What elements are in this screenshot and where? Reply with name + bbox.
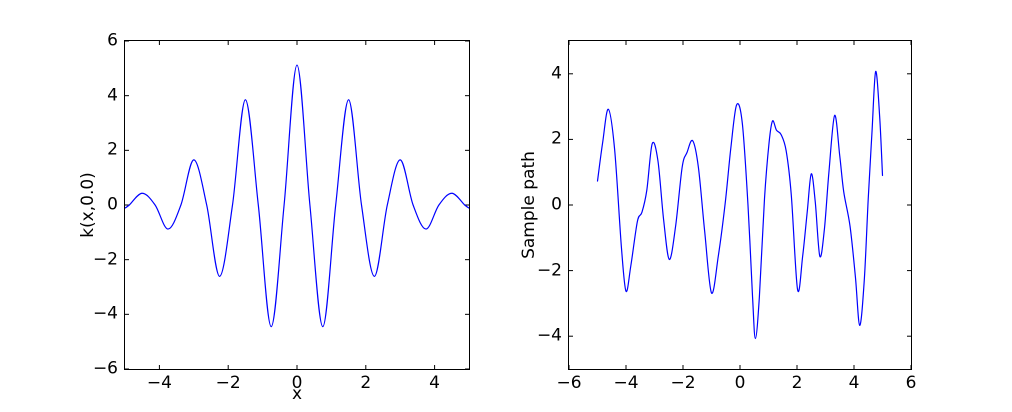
x-tick-label: −4 [146,373,172,393]
y-tick-label: 6 [107,30,118,51]
right-plot-axes: Sample path −6 −4 −2 0 2 4 6 −4 −2 0 2 4 [519,40,916,392]
x-tick-label: 2 [791,373,803,393]
x-tick-label: −4 [613,373,639,393]
left-plot-axes: k(x,0.0) x −4 −2 0 2 4 −6 −4 −2 0 2 4 6 [78,32,470,404]
y-tick-label: −2 [536,260,562,281]
right-plot-canvas [569,41,911,369]
x-tick-label: 4 [429,373,441,393]
y-tick-label: −2 [92,249,118,270]
x-tick-label: −2 [670,373,696,393]
y-tick-label: −4 [92,303,118,324]
y-tick-label: 0 [551,194,562,215]
x-tick-label: 0 [734,373,746,393]
left-plot-y-axis-label: k(x,0.0) [78,172,98,238]
series-line-kernel-k-x-0-0- [125,64,469,328]
y-tick-label: 2 [551,128,562,149]
left-plot-canvas [125,41,469,369]
x-tick-label: −2 [215,373,241,393]
x-tick-label: 6 [905,373,917,393]
x-tick-label: 0 [291,373,303,393]
x-tick-label: 2 [360,373,372,393]
y-tick-label: −6 [92,358,118,379]
left-plot-x-axis-label: x [291,384,303,404]
y-tick-label: −4 [536,325,562,346]
y-tick-label: 2 [107,139,118,160]
x-tick-label: 4 [848,373,860,393]
right-plot-y-axis-label: Sample path [519,151,539,259]
series-line-gp-sample-path [596,70,884,340]
y-tick-label: 0 [107,194,118,215]
y-tick-label: 4 [107,85,118,106]
x-tick-label: −6 [556,373,582,393]
y-tick-label: 4 [551,63,562,84]
